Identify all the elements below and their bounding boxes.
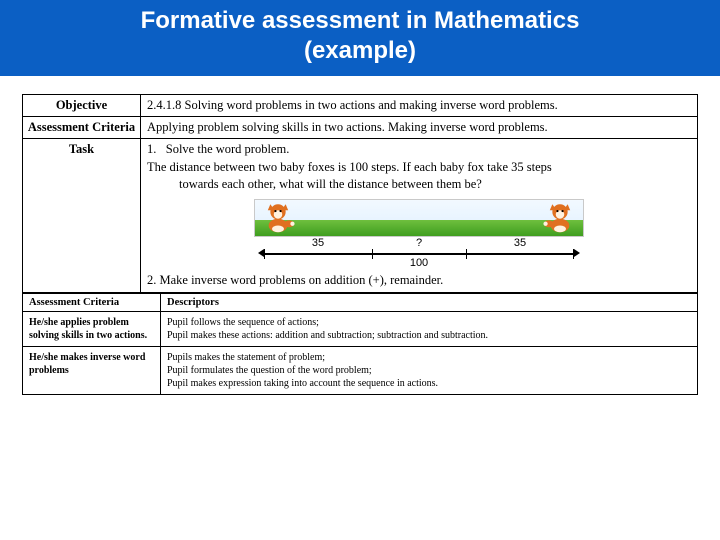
seg-mid: ? [416, 237, 422, 249]
descriptors-header: Assessment Criteria Descriptors [23, 293, 698, 311]
tick [466, 249, 467, 259]
desc-r2-l3: Pupil makes expression taking into accou… [167, 378, 438, 389]
title-line1: Formative assessment in Mathematics [141, 7, 580, 34]
task-step1: 1. Solve the word problem. [147, 142, 691, 157]
desc-row: He/she applies problem solving skills in… [23, 311, 698, 346]
desc-r2-c1: He/she makes inverse word problems [23, 346, 161, 394]
number-line: 35 ? 35 100 [254, 239, 584, 269]
content-area: Objective 2.4.1.8 Solving word problems … [0, 76, 720, 395]
objective-label: Objective [23, 95, 141, 117]
title-line2: (example) [304, 37, 416, 64]
fox-diagram: 35 ? 35 100 [254, 199, 584, 269]
criteria-value: Applying problem solving skills in two a… [141, 117, 698, 139]
seg-left: 35 [312, 237, 324, 249]
step1-num: 1. [147, 142, 156, 156]
desc-r1-l1: Pupil follows the sequence of actions; [167, 317, 319, 328]
desc-r1-c2: Pupil follows the sequence of actions; P… [161, 311, 698, 346]
row-criteria: Assessment Criteria Applying problem sol… [23, 117, 698, 139]
desc-r1-c1: He/she applies problem solving skills in… [23, 311, 161, 346]
desc-r2-l2: Pupil formulates the question of the wor… [167, 365, 372, 376]
total-label: 100 [410, 257, 428, 269]
tick [264, 249, 265, 259]
descriptors-table: Assessment Criteria Descriptors He/she a… [22, 293, 698, 395]
row-task: Task 1. Solve the word problem. The dist… [23, 139, 698, 293]
criteria-label: Assessment Criteria [23, 117, 141, 139]
desc-h1: Assessment Criteria [23, 293, 161, 311]
desc-h2: Descriptors [161, 293, 698, 311]
task-step2: 2. Make inverse word problems on additio… [147, 273, 691, 288]
task-content: 1. Solve the word problem. The distance … [141, 139, 698, 293]
desc-row: He/she makes inverse word problems Pupil… [23, 346, 698, 394]
step1-text: Solve the word problem. [166, 142, 290, 156]
line-track [264, 253, 574, 255]
slide-title: Formative assessment in Mathematics (exa… [0, 0, 720, 76]
seg-right: 35 [514, 237, 526, 249]
desc-r2-l1: Pupils makes the statement of problem; [167, 352, 325, 363]
task-body: The distance between two baby foxes is 1… [147, 159, 691, 193]
fox-right-icon [543, 200, 577, 234]
row-objective: Objective 2.4.1.8 Solving word problems … [23, 95, 698, 117]
desc-r1-l2: Pupil makes these actions: addition and … [167, 330, 488, 341]
grass-scene [254, 199, 584, 237]
fox-left-icon [261, 200, 295, 234]
desc-r2-c2: Pupils makes the statement of problem; P… [161, 346, 698, 394]
task-body-b: towards each other, what will the distan… [147, 176, 691, 193]
assessment-table: Objective 2.4.1.8 Solving word problems … [22, 94, 698, 293]
task-label: Task [23, 139, 141, 293]
tick [372, 249, 373, 259]
objective-value: 2.4.1.8 Solving word problems in two act… [141, 95, 698, 117]
arrow-right-icon [574, 249, 580, 257]
task-body-a: The distance between two baby foxes is 1… [147, 160, 552, 174]
tick [573, 249, 574, 259]
